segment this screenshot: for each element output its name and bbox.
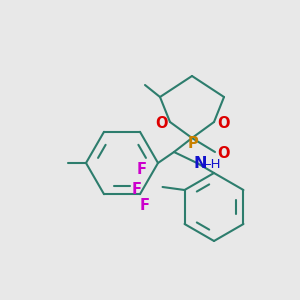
Text: F: F bbox=[140, 197, 150, 212]
Text: F: F bbox=[132, 182, 142, 196]
Text: P: P bbox=[188, 136, 198, 151]
Text: O: O bbox=[155, 116, 167, 130]
Text: –H: –H bbox=[205, 158, 221, 170]
Text: F: F bbox=[136, 163, 147, 178]
Text: O: O bbox=[218, 146, 230, 160]
Text: O: O bbox=[217, 116, 229, 130]
Text: N: N bbox=[193, 157, 207, 172]
